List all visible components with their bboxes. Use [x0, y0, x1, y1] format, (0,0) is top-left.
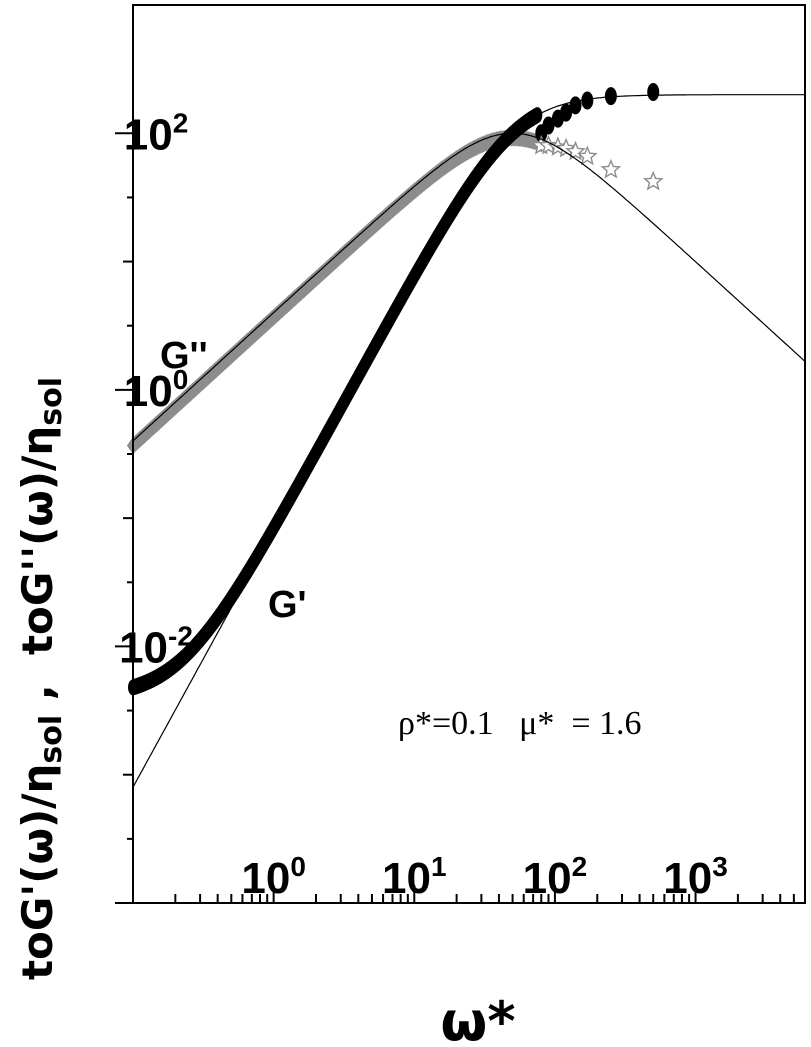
x-tick-exponent: 0: [290, 851, 306, 882]
x-tick-base: 10: [241, 854, 290, 903]
y-axis-title: toG'(ω)/ηsol , toG''(ω)/ηsol: [13, 377, 69, 980]
x-axis-title: ω*: [440, 990, 515, 1047]
data-layer: [126, 82, 806, 788]
parameter-annotation: ρ*=0.1 μ* = 1.6: [398, 705, 642, 742]
y-axis-title-sub1: sol: [34, 715, 69, 764]
g-double-prime-star-marker: [642, 170, 664, 191]
x-tick-base: 10: [382, 854, 431, 903]
g-double-prime-label: G'': [160, 335, 208, 377]
y-tick-base: 10: [124, 110, 173, 159]
g-double-prime-model-line: [132, 132, 806, 442]
x-tick-base: 10: [663, 854, 712, 903]
x-tick-label: 101: [382, 851, 447, 903]
g-double-prime-star-marker: [538, 134, 559, 155]
y-tick-label: 10-2: [119, 621, 193, 673]
x-tick-exponent: 2: [572, 851, 588, 882]
y-tick-label: 102: [124, 107, 189, 159]
plot-frame: [132, 4, 806, 904]
x-tick-label: 100: [241, 851, 306, 903]
g-prime-label: G': [268, 584, 307, 626]
g-double-prime-star-marker: [600, 158, 622, 179]
g-prime-marker: [647, 82, 660, 101]
g-prime-marker: [604, 87, 617, 106]
y-tick-exponent: 0: [173, 364, 189, 395]
g-double-prime-marker: [535, 135, 548, 153]
g-prime-marker: [569, 96, 582, 115]
y-tick-base: 10: [119, 623, 168, 672]
x-tick-exponent: 3: [712, 851, 728, 882]
g-prime-marker: [581, 91, 594, 110]
y-axis-title-sub2: sol: [34, 377, 69, 426]
y-axis-title-separator: ,: [13, 655, 62, 715]
g-prime-model-line: [132, 94, 805, 788]
y-tick-exponent: -2: [168, 621, 193, 652]
axis-ticks: [115, 132, 806, 904]
x-tick-label: 103: [663, 851, 728, 903]
plot-area-border: [132, 4, 806, 904]
y-tick-base: 10: [124, 367, 173, 416]
y-axis-title-part2: toG''(ω)/η: [13, 426, 62, 655]
y-axis-title-part1: toG'(ω)/η: [13, 764, 62, 980]
g-prime-marker: [542, 116, 555, 135]
x-tick-exponent: 1: [431, 851, 447, 882]
x-tick-base: 10: [523, 854, 572, 903]
y-tick-exponent: 2: [173, 107, 189, 138]
g-double-prime-star-marker: [577, 145, 598, 166]
g-prime-marker: [560, 103, 573, 122]
y-tick-label: 100: [124, 364, 189, 416]
x-tick-label: 102: [523, 851, 588, 903]
